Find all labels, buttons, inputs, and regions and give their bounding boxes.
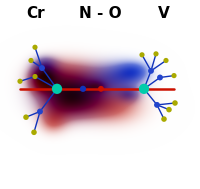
Text: V: V (158, 6, 170, 21)
Point (18, 80, 22, 83)
Point (162, 118, 166, 121)
Text: N - O: N - O (79, 6, 121, 21)
Point (154, 52, 158, 55)
Point (158, 76, 162, 79)
Point (40, 67, 44, 70)
Point (99, 87, 103, 90)
Point (29, 59, 33, 62)
Point (32, 131, 36, 134)
Point (164, 59, 168, 62)
Point (140, 53, 144, 56)
Point (167, 108, 171, 111)
Point (33, 46, 37, 49)
Point (172, 74, 176, 77)
Point (55, 87, 59, 90)
Point (81, 87, 85, 90)
Point (33, 75, 37, 78)
Point (142, 87, 146, 90)
Text: Cr: Cr (27, 6, 45, 21)
Point (155, 103, 159, 106)
Point (24, 116, 28, 119)
Point (173, 101, 177, 105)
Point (149, 69, 153, 72)
Point (38, 110, 42, 113)
